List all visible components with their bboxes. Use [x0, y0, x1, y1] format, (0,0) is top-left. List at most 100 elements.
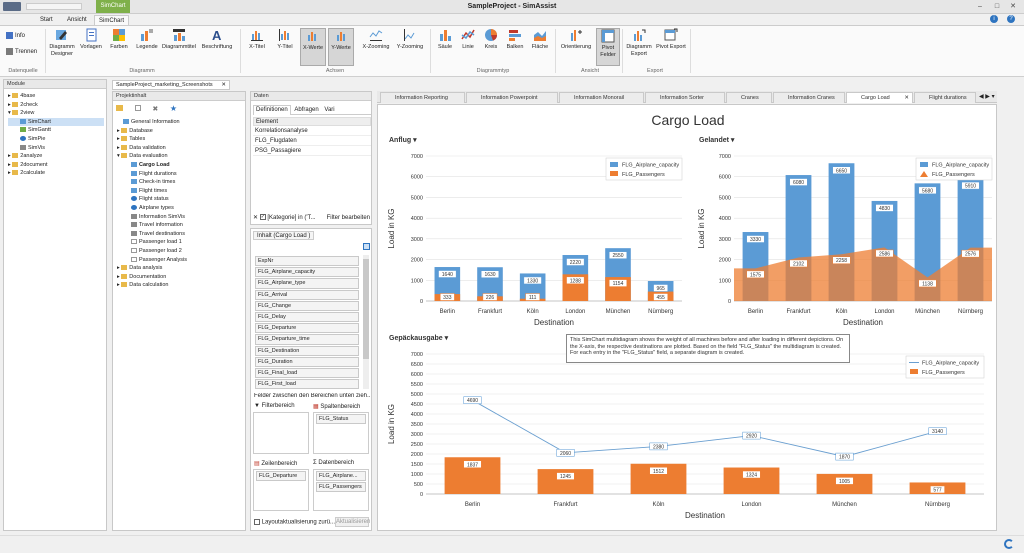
project-item[interactable]: ▸ Documentation: [117, 273, 167, 280]
layout-update-checkbox[interactable]: Layoutaktualisierung zurü...: [254, 519, 335, 526]
module-item[interactable]: ▸ 2calculate: [8, 170, 46, 177]
info-icon[interactable]: i: [990, 15, 998, 23]
copy-icon[interactable]: [134, 105, 141, 111]
pivot-field[interactable]: FLG_Airplane_capacity: [255, 267, 359, 278]
project-item[interactable]: Travel information: [117, 221, 245, 230]
pivot-field[interactable]: FLG_Arrival: [255, 289, 359, 300]
project-item[interactable]: General Information: [117, 118, 245, 127]
module-item[interactable]: SimGantt: [8, 126, 104, 135]
diagrammtitel-button[interactable]: Diagrammtitel: [162, 28, 196, 66]
close-icon[interactable]: ✕: [1010, 3, 1016, 10]
pivot-field[interactable]: FLG_Departure: [255, 323, 359, 334]
project-item[interactable]: ▸ Database: [117, 127, 153, 134]
daten-row[interactable]: FLG_Flugdaten: [253, 137, 371, 146]
project-item[interactable]: ▸ Tables: [117, 136, 146, 143]
spaltenbereich-dropzone[interactable]: FLG_Status: [313, 412, 369, 454]
tab-flight-durations[interactable]: Flight durations: [914, 92, 976, 103]
app-menu-button[interactable]: [3, 2, 21, 11]
help-icon[interactable]: ?: [1007, 15, 1015, 23]
pivot-field[interactable]: FLG_First_load: [255, 379, 359, 389]
maximize-icon[interactable]: □: [994, 3, 1000, 10]
project-item[interactable]: Passenger Analysis: [117, 256, 245, 265]
inhalt-tab[interactable]: Inhalt (Cargo Load ): [253, 231, 315, 240]
project-item[interactable]: ▸ Data validation: [117, 144, 166, 151]
delete-icon[interactable]: ✖: [152, 106, 159, 113]
pivot-field[interactable]: FLG_Airplane_type: [255, 278, 359, 289]
linie-button[interactable]: Linie: [457, 28, 479, 66]
tab-information-powerpoint[interactable]: Information Powerpoint: [466, 92, 558, 103]
filterbereich-dropzone[interactable]: [253, 412, 309, 454]
module-item[interactable]: ▸ 4base: [8, 93, 36, 99]
info-button[interactable]: Info: [6, 32, 25, 39]
close-icon[interactable]: ✕: [221, 82, 226, 88]
farben-button[interactable]: Farben: [106, 28, 132, 66]
tab-cargo-load[interactable]: Cargo Load ✕: [846, 92, 913, 103]
tab-information-monorail[interactable]: Information Monorail: [559, 92, 644, 103]
project-item[interactable]: Passenger load 2: [117, 247, 245, 256]
y-werte-button[interactable]: Y-Werte: [328, 28, 354, 66]
x-titel-button[interactable]: X-Titel: [244, 28, 270, 66]
pivot-field[interactable]: FLG_Destination: [255, 345, 359, 356]
pivot-field[interactable]: FLG_Delay: [255, 311, 359, 323]
legende-button[interactable]: Legende: [134, 28, 160, 66]
daten-row[interactable]: PSG_Passagiere: [253, 147, 371, 156]
trennen-button[interactable]: Trennen: [6, 48, 37, 55]
tab-abfragen[interactable]: Abfragen: [294, 107, 319, 113]
daten-row[interactable]: Korrelationsanalyse: [253, 127, 371, 136]
module-item-simchart[interactable]: SimChart: [8, 117, 104, 127]
field-list-scrollbar[interactable]: [363, 255, 369, 389]
document-tab[interactable]: SampleProject_marketing_Screenshots ✕: [112, 80, 230, 90]
zeilenbereich-dropzone[interactable]: FLG_Departure: [253, 469, 309, 511]
x-werte-button[interactable]: X-Werte: [300, 28, 326, 66]
project-item[interactable]: Airplane types: [117, 204, 245, 213]
minimize-icon[interactable]: –: [978, 3, 982, 10]
project-item[interactable]: Information SimVis: [117, 213, 245, 222]
filter-edit-button[interactable]: Filter bearbeiten: [326, 215, 370, 221]
tab-start[interactable]: Start: [40, 17, 53, 23]
project-item[interactable]: ▸ Data calculation: [117, 282, 169, 289]
tab-information-cranes[interactable]: Information Cranes: [773, 92, 845, 103]
tab-simchart[interactable]: SimChart: [94, 15, 130, 25]
refresh-icon[interactable]: [1004, 539, 1014, 549]
tab-definitionen[interactable]: Definitionen: [253, 105, 291, 115]
module-item[interactable]: SimVis: [8, 144, 104, 153]
diagramm-designer-button[interactable]: Diagramm Designer: [48, 28, 76, 66]
pivot-field[interactable]: FLG_Passengers: [316, 482, 366, 493]
aktualisieren-button[interactable]: Aktualisieren: [335, 517, 371, 527]
pivot-felder-button[interactable]: Pivot Felder: [596, 28, 620, 66]
tab-information-reporting[interactable]: Information Reporting: [380, 92, 465, 103]
flaeche-button[interactable]: Fläche: [529, 28, 551, 66]
diagramm-export-button[interactable]: Diagramm Export: [624, 28, 654, 66]
pivot-field[interactable]: FLG_Change: [255, 300, 359, 311]
project-item[interactable]: ▸ Data analysis: [117, 265, 163, 272]
balken-button[interactable]: Balken: [503, 28, 527, 66]
datenbereich-dropzone[interactable]: FLG_Airplane... FLG_Passengers: [313, 469, 369, 511]
project-item-cargo-load[interactable]: Cargo Load: [117, 161, 245, 170]
orientierung-button[interactable]: Orientierung: [558, 28, 594, 66]
pivot-field[interactable]: FLG_Duration: [255, 356, 359, 367]
beschriftung-button[interactable]: A Beschriftung: [201, 28, 233, 50]
pivot-field[interactable]: FLG_Departure_time: [255, 334, 359, 345]
module-item[interactable]: ▸ 2document: [8, 161, 48, 168]
clear-filter-icon[interactable]: ✕: [253, 215, 259, 221]
field-list-icon[interactable]: [363, 243, 370, 250]
open-folder-icon[interactable]: [116, 105, 123, 111]
tab-variablen[interactable]: Vari: [324, 107, 335, 113]
quick-access-toolbar[interactable]: [26, 3, 82, 10]
vorlagen-button[interactable]: Vorlagen: [78, 28, 104, 66]
pivot-field[interactable]: ExpNr: [255, 256, 359, 267]
project-item[interactable]: Flight times: [117, 187, 245, 196]
close-icon[interactable]: ✕: [904, 95, 909, 101]
project-item[interactable]: Flight durations: [117, 170, 245, 179]
project-item[interactable]: Travel destinations: [117, 230, 245, 239]
module-item[interactable]: ▸ 2analyze: [8, 153, 43, 160]
kreis-button[interactable]: Kreis: [480, 28, 502, 66]
pivot-export-button[interactable]: Pivot Export: [656, 28, 686, 66]
pivot-field[interactable]: FLG_Departure: [256, 471, 306, 482]
saeule-button[interactable]: Säule: [434, 28, 456, 66]
y-zooming-button[interactable]: Y-Zooming: [394, 28, 426, 66]
pivot-field[interactable]: FLG_Status: [316, 414, 366, 425]
pivot-field[interactable]: FLG_Airplane...: [316, 471, 366, 482]
y-titel-button[interactable]: Y-Titel: [272, 28, 298, 66]
tab-scroll-arrows[interactable]: ◀ ▶ ▾: [979, 94, 995, 100]
